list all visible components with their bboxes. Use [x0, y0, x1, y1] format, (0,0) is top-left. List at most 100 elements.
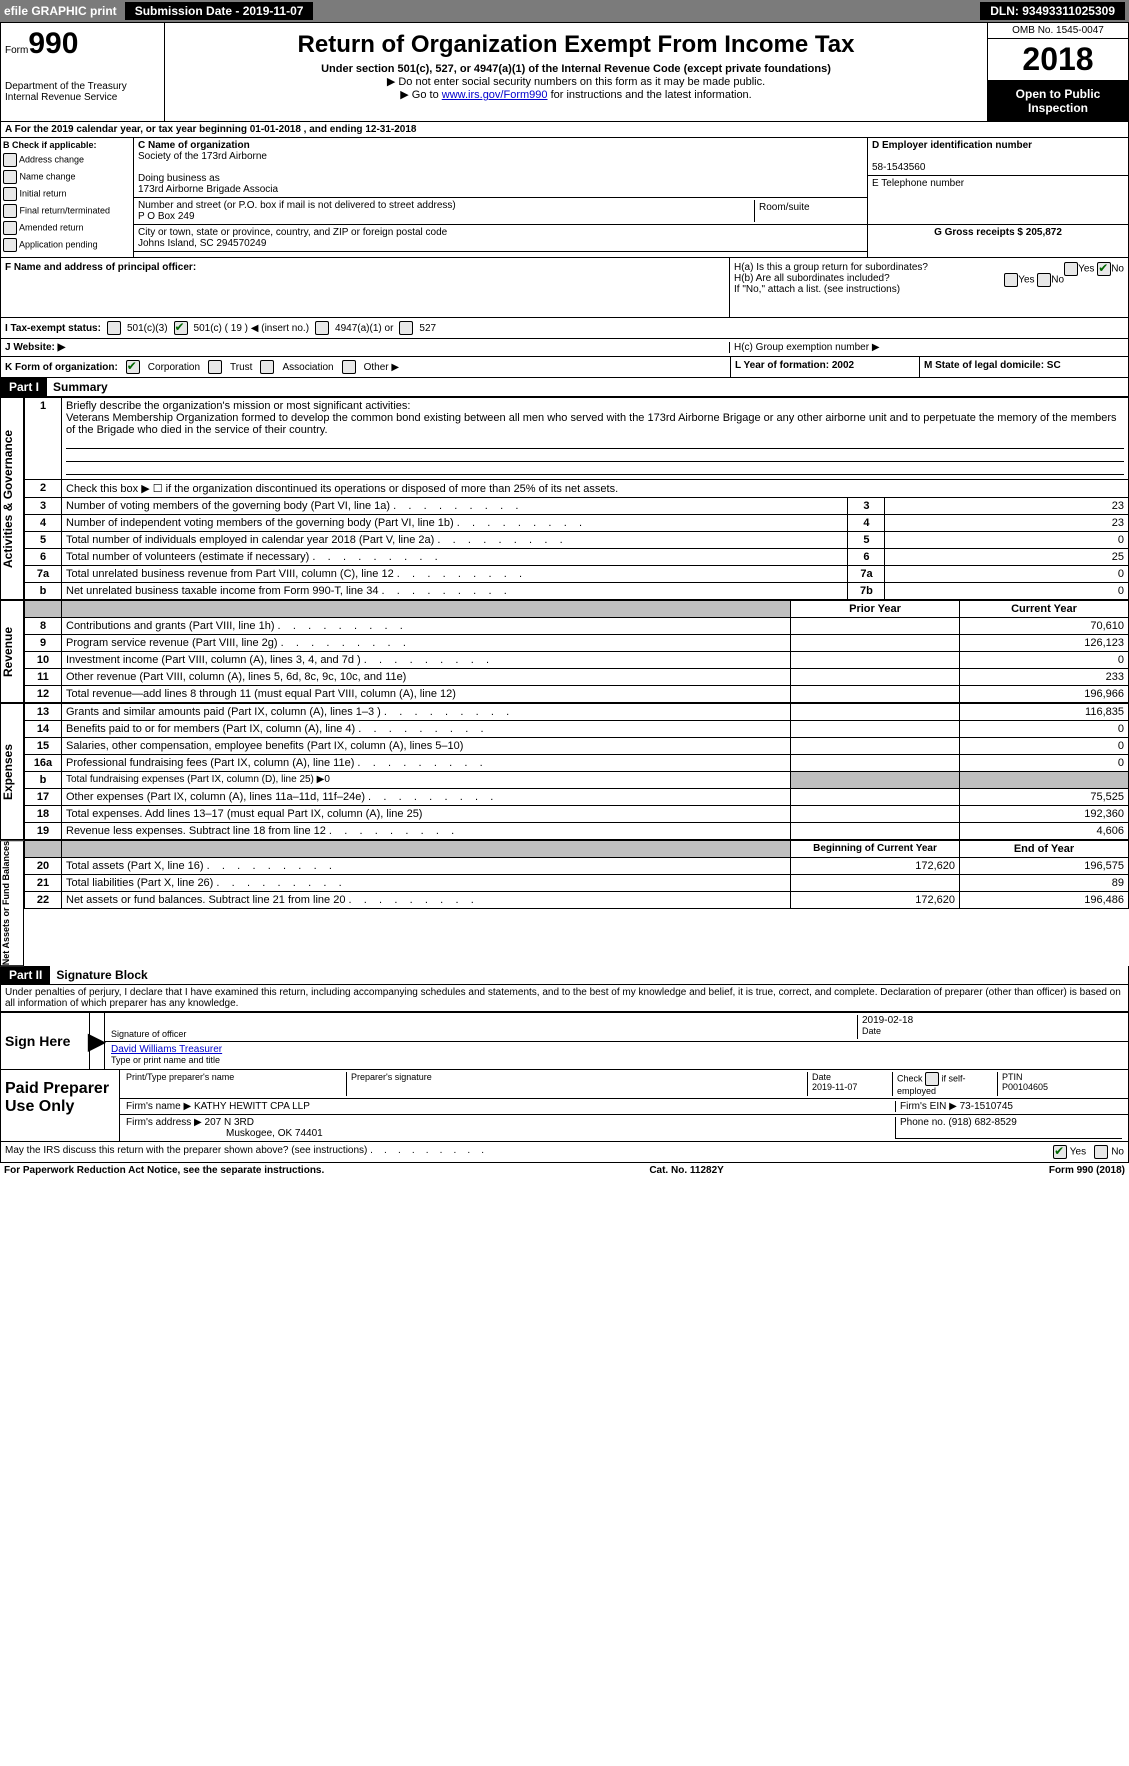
preparer-sig-header: Preparer's signature	[347, 1072, 808, 1096]
check-501c3[interactable]	[107, 321, 121, 335]
l1-text: Veterans Membership Organization formed …	[66, 412, 1116, 436]
paid-preparer-label: Paid Preparer Use Only	[1, 1070, 120, 1141]
check-initial-return[interactable]: Initial return	[3, 187, 131, 201]
line-1: Briefly describe the organization's miss…	[62, 398, 1129, 480]
check-label: Check	[897, 1074, 923, 1084]
l8-cur: 70,610	[960, 618, 1129, 635]
end-year-header: End of Year	[960, 841, 1129, 858]
l5-val: 0	[885, 532, 1129, 549]
ha-label: H(a) Is this a group return for subordin…	[734, 262, 928, 273]
line-20: Total assets (Part X, line 16)	[62, 858, 791, 875]
line-5: Total number of individuals employed in …	[62, 532, 848, 549]
check-527[interactable]	[399, 321, 413, 335]
gross-receipts: G Gross receipts $ 205,872	[868, 225, 1128, 257]
cb-label: Application pending	[19, 239, 98, 249]
line-12: Total revenue—add lines 8 through 11 (mu…	[62, 686, 791, 703]
cb-label: Address change	[19, 154, 84, 164]
check-pending[interactable]: Application pending	[3, 238, 131, 252]
m-state: M State of legal domicile: SC	[919, 357, 1128, 377]
paid-content: Print/Type preparer's name Preparer's si…	[120, 1070, 1128, 1141]
check-trust[interactable]	[208, 360, 222, 374]
header-right: OMB No. 1545-0047 2018 Open to Public In…	[987, 23, 1128, 121]
vlabel-expenses: Expenses	[0, 703, 24, 840]
vlabel-revenue: Revenue	[0, 600, 24, 703]
row-f-h: F Name and address of principal officer:…	[0, 258, 1129, 318]
phone-cell: E Telephone number	[868, 176, 1128, 225]
city-label: City or town, state or province, country…	[138, 227, 863, 238]
line-18: Total expenses. Add lines 13–17 (must eq…	[62, 806, 791, 823]
dept-treasury: Department of the Treasury	[5, 81, 160, 92]
l9-cur: 126,123	[960, 635, 1129, 652]
expenses-section: Expenses 13Grants and similar amounts pa…	[0, 703, 1129, 840]
l20-end: 196,575	[960, 858, 1129, 875]
principal-officer: F Name and address of principal officer:	[1, 258, 729, 317]
part2-title: Signature Block	[50, 966, 153, 984]
discuss-no[interactable]	[1094, 1145, 1108, 1159]
l10-cur: 0	[960, 652, 1129, 669]
sign-content: Signature of officer 2019-02-18 Date Dav…	[105, 1013, 1128, 1069]
check-assoc[interactable]	[260, 360, 274, 374]
discuss-label: May the IRS discuss this return with the…	[5, 1145, 484, 1156]
line-16b: Total fundraising expenses (Part IX, col…	[62, 772, 791, 789]
identity-grid: B Check if applicable: Address change Na…	[0, 138, 1129, 258]
check-final-return[interactable]: Final return/terminated	[3, 204, 131, 218]
firm-ein: 73-1510745	[960, 1101, 1013, 1112]
line-21: Total liabilities (Part X, line 26)	[62, 875, 791, 892]
check-corp[interactable]	[126, 360, 140, 374]
preparer-date: 2019-11-07	[812, 1082, 857, 1092]
check-501c[interactable]	[174, 321, 188, 335]
check-name-change[interactable]: Name change	[3, 170, 131, 184]
phone-value: (918) 682-8529	[948, 1117, 1016, 1128]
dba-label: Doing business as	[138, 173, 863, 184]
row-i-tax-status: I Tax-exempt status: 501(c)(3) 501(c) ( …	[0, 318, 1129, 339]
row-j-website: J Website: ▶ H(c) Group exemption number…	[0, 339, 1129, 357]
line-15: Salaries, other compensation, employee b…	[62, 738, 791, 755]
check-address-change[interactable]: Address change	[3, 153, 131, 167]
check-amended[interactable]: Amended return	[3, 221, 131, 235]
check-4947[interactable]	[315, 321, 329, 335]
check-self-employed[interactable]	[925, 1072, 939, 1086]
current-year-header: Current Year	[960, 601, 1129, 618]
d-label: D Employer identification number	[872, 140, 1124, 151]
form990-link[interactable]: www.irs.gov/Form990	[442, 89, 548, 101]
officer-name-link[interactable]: David Williams Treasurer	[111, 1044, 222, 1055]
discuss-yes[interactable]	[1053, 1145, 1067, 1159]
submission-date: Submission Date - 2019-11-07	[125, 2, 314, 20]
phone-label: Phone no.	[900, 1117, 946, 1128]
no-label: No	[1111, 1147, 1124, 1158]
k-label: K Form of organization:	[5, 362, 118, 373]
l19-cur: 4,606	[960, 823, 1129, 840]
net-assets-section: Net Assets or Fund Balances Beginning of…	[0, 840, 1129, 966]
l16a-cur: 0	[960, 755, 1129, 772]
activities-governance-section: Activities & Governance 1 Briefly descri…	[0, 397, 1129, 600]
check-other[interactable]	[342, 360, 356, 374]
l6-val: 25	[885, 549, 1129, 566]
hb-note: If "No," attach a list. (see instruction…	[734, 284, 1124, 295]
room-suite: Room/suite	[754, 200, 863, 222]
dln: DLN: 93493311025309	[980, 2, 1125, 20]
hb-label: H(b) Are all subordinates included?	[734, 273, 890, 284]
g-value: G Gross receipts $ 205,872	[872, 227, 1124, 238]
goto-pre: ▶ Go to	[400, 89, 441, 101]
efile-label: efile GRAPHIC print	[4, 4, 117, 18]
l1-label: Briefly describe the organization's miss…	[66, 400, 410, 412]
line-13: Grants and similar amounts paid (Part IX…	[62, 704, 791, 721]
footer-left: For Paperwork Reduction Act Notice, see …	[4, 1165, 324, 1176]
l21-end: 89	[960, 875, 1129, 892]
header-center: Return of Organization Exempt From Incom…	[165, 23, 987, 121]
opt-4947: 4947(a)(1) or	[335, 323, 393, 334]
cb-label: Initial return	[20, 188, 67, 198]
e-label: E Telephone number	[872, 178, 1124, 189]
line-19: Revenue less expenses. Subtract line 18 …	[62, 823, 791, 840]
city-value: Johns Island, SC 294570249	[138, 238, 863, 249]
line-3: Number of voting members of the governin…	[62, 498, 848, 515]
line-7b: Net unrelated business taxable income fr…	[62, 583, 848, 600]
line-16a: Professional fundraising fees (Part IX, …	[62, 755, 791, 772]
opt-corp: Corporation	[148, 362, 200, 373]
opt-other: Other ▶	[364, 362, 399, 373]
dba-value: 173rd Airborne Brigade Associa	[138, 184, 863, 195]
page-footer: For Paperwork Reduction Act Notice, see …	[0, 1163, 1129, 1178]
begin-year-header: Beginning of Current Year	[791, 841, 960, 858]
no: No	[1051, 275, 1064, 286]
firm-addr2: Muskogee, OK 74401	[126, 1128, 323, 1139]
